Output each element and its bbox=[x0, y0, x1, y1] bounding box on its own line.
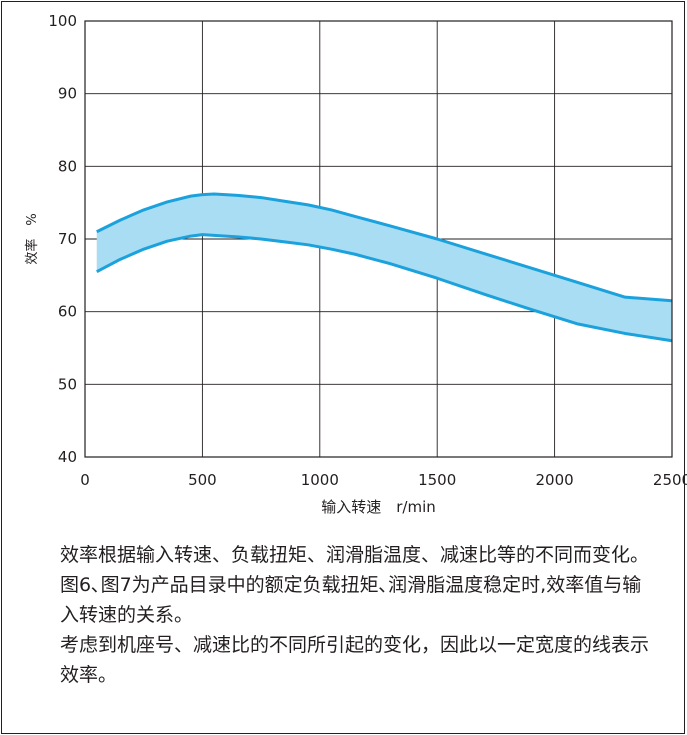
x-tick-label: 0 bbox=[80, 471, 90, 489]
description-text: 效率根据输入转速、负载扭矩、润滑脂温度、减速比等的不同而变化。 图6､图7为产品… bbox=[60, 540, 660, 690]
x-tick-labels: 0 500 1000 1500 2000 2500 bbox=[80, 471, 687, 489]
upper-bound-line bbox=[96, 192, 673, 303]
plot-area bbox=[84, 20, 673, 458]
note-line: 考虑到机座号、减速比的不同所引起的变化，因此以一定宽度的线表示效率。 bbox=[60, 634, 650, 686]
x-tick-label: 500 bbox=[188, 471, 217, 489]
y-tick-label: 50 bbox=[58, 375, 77, 393]
efficiency-band bbox=[96, 193, 673, 341]
y-tick-label: 100 bbox=[48, 12, 77, 30]
efficiency-chart: 40 50 60 70 80 90 100 0 500 1000 1500 2000 2500 效率 … bbox=[24, 12, 687, 516]
x-tick-label: 2000 bbox=[536, 471, 574, 489]
x-tick-label: 2500 bbox=[653, 471, 687, 489]
y-tick-labels: 40 50 60 70 80 90 100 bbox=[48, 12, 77, 466]
x-tick-label: 1000 bbox=[301, 471, 339, 489]
y-tick-label: 90 bbox=[58, 85, 77, 103]
note-line: 效率根据输入转速、负载扭矩、润滑脂温度、减速比等的不同而变化。 bbox=[60, 544, 650, 566]
note-line: 图6､图7为产品目录中的额定负载扭矩､润滑脂温度稳定时,效率值与输入转速的关系。 bbox=[60, 574, 642, 626]
y-tick-label: 60 bbox=[58, 303, 77, 321]
lower-bound-line bbox=[96, 233, 673, 343]
x-tick-label: 1500 bbox=[418, 471, 456, 489]
y-tick-label: 80 bbox=[58, 157, 77, 175]
y-tick-label: 40 bbox=[58, 448, 77, 466]
x-axis-label: 输入转速 r/min bbox=[321, 498, 436, 516]
y-axis-label: 效率 % bbox=[24, 213, 40, 264]
y-tick-label: 70 bbox=[58, 230, 77, 248]
